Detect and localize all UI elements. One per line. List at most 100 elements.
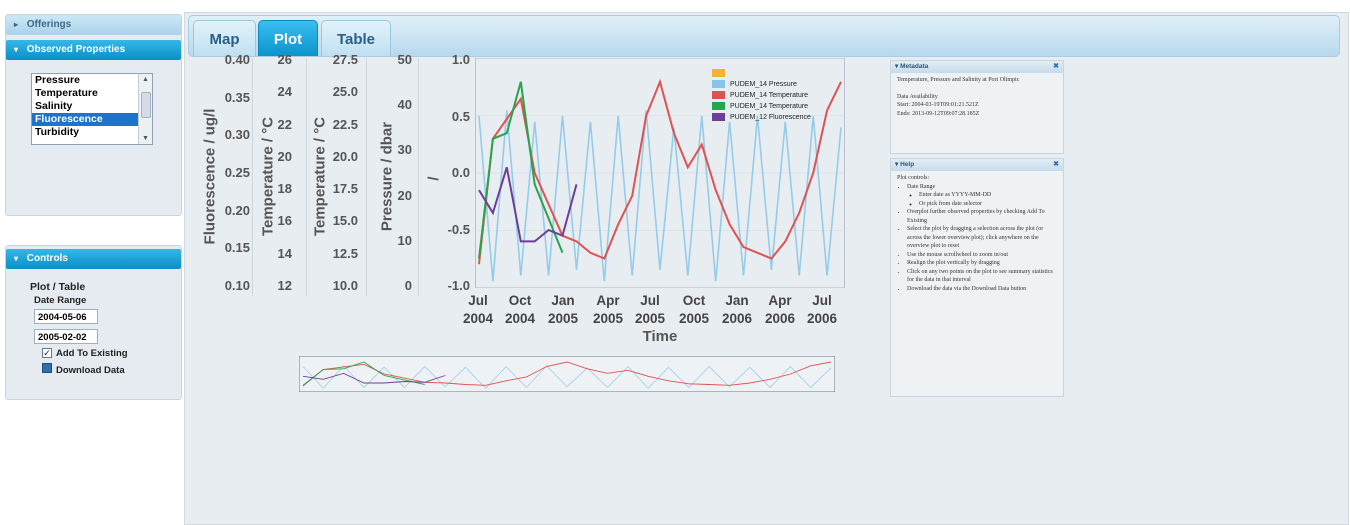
add-to-existing-label: Add To Existing xyxy=(56,348,128,359)
metadata-start: Start: 2004-03-19T09:01:21.521Z xyxy=(897,102,979,108)
offerings-header-label: Offerings xyxy=(26,19,72,30)
overview-series-line xyxy=(302,372,446,384)
observed-properties-list[interactable]: Pressure Temperature Salinity Fluorescence T… xyxy=(31,73,153,145)
x-axis-title: Time xyxy=(642,328,678,345)
add-to-existing-checkbox[interactable]: ✓ xyxy=(42,348,52,358)
legend-item: PUDEM_12 Fluorescence xyxy=(712,112,842,123)
help-subitem: Enter date as YYYY-MM-DD xyxy=(919,191,1057,200)
axis-tick-label: 30 xyxy=(397,142,412,158)
metadata-panel: ▾ Metadata ✖ Temperature, Pressure and S… xyxy=(890,60,1064,154)
series-line-pudem-14-pressure xyxy=(478,110,842,282)
axis-tick-label: 22 xyxy=(277,116,292,132)
x-tick-year: 2005 xyxy=(634,311,666,326)
legend-item xyxy=(712,68,842,79)
help-body: Plot controls: Date RangeEnter date as Y… xyxy=(891,171,1063,296)
list-item[interactable]: Pressure xyxy=(35,74,80,86)
x-tick-month: Oct xyxy=(682,293,706,308)
help-subitem: Or pick from date selector xyxy=(919,200,1057,209)
metadata-body: Temperature, Pressure and Salinity at Po… xyxy=(891,73,1063,121)
x-tick-month: Jul xyxy=(812,293,832,308)
scroll-down-icon[interactable]: ▼ xyxy=(142,135,149,142)
x-tick-year: 2005 xyxy=(592,311,624,326)
help-item: Download the data via the Download Data … xyxy=(907,285,1057,294)
axis-tick-label: 20 xyxy=(397,187,412,203)
x-tick-month: Oct xyxy=(508,293,532,308)
help-item: Realign the plot vertically by dragging xyxy=(907,259,1057,268)
legend-item: PUDEM_14 Temperature xyxy=(712,90,842,101)
list-item[interactable]: Fluorescence xyxy=(32,113,152,126)
axis-tick-label: 0.10 xyxy=(224,278,250,293)
axis-tick-label: 20.0 xyxy=(332,148,358,164)
close-icon[interactable]: ✖ xyxy=(1053,63,1059,70)
controls-header-label: Controls xyxy=(26,253,68,264)
end-date-input[interactable]: 2005-02-02 xyxy=(34,329,98,344)
download-data-label[interactable]: Download Data xyxy=(56,365,125,376)
collapse-arrow-icon: ▾ xyxy=(895,161,901,168)
list-item[interactable]: Temperature xyxy=(35,87,98,99)
axis-tick-label: 20 xyxy=(277,148,292,164)
help-item: Click on any two points on the plot to s… xyxy=(907,268,1057,285)
list-scrollbar[interactable]: ▲ ▼ xyxy=(138,74,152,144)
axis-tick-label: 50 xyxy=(397,52,412,67)
axis-tick-label: 12 xyxy=(277,278,292,293)
collapse-arrow-icon: ▾ xyxy=(14,254,19,263)
list-item[interactable]: Turbidity xyxy=(35,126,80,138)
legend-item: PUDEM_14 Pressure xyxy=(712,79,842,90)
help-item: Use the mouse scrollwheel to zoom in/out xyxy=(907,251,1057,260)
tab-plot[interactable]: Plot xyxy=(258,20,318,56)
overview-plot[interactable] xyxy=(299,356,835,392)
axis-tick-label: 26 xyxy=(277,52,292,67)
download-icon[interactable] xyxy=(42,363,52,373)
x-tick-month: Jan xyxy=(725,293,749,308)
observed-properties-header[interactable]: ▾ Observed Properties xyxy=(6,40,181,60)
x-tick-month: Apr xyxy=(768,293,792,308)
metadata-header[interactable]: ▾ Metadata ✖ xyxy=(891,61,1063,73)
scroll-up-icon[interactable]: ▲ xyxy=(142,76,149,83)
legend-label: PUDEM_14 Pressure xyxy=(730,81,797,88)
list-item[interactable]: Salinity xyxy=(35,100,73,112)
help-intro: Plot controls: xyxy=(897,175,930,181)
plot-table-label: Plot / Table xyxy=(30,281,86,293)
legend-item: PUDEM_14 Temperature xyxy=(712,101,842,112)
axis-tick-label: 14 xyxy=(277,245,292,261)
axis-tick-label: 15.0 xyxy=(332,213,358,229)
legend-swatch xyxy=(712,80,725,89)
series-line-pudem-14-temperature xyxy=(478,81,564,259)
help-panel: ▾ Help ✖ Plot controls: Date RangeEnter … xyxy=(890,158,1064,397)
series-line-pudem-12-fluorescence xyxy=(478,167,578,243)
help-item: Overplot further observed properties by … xyxy=(907,208,1057,225)
scroll-thumb[interactable] xyxy=(141,92,151,118)
axis-tick-label: 0.20 xyxy=(224,202,250,218)
axis-tick-label: 1.0 xyxy=(451,52,470,67)
axis-divider xyxy=(252,58,253,296)
axis-tick-label: 25.0 xyxy=(332,84,358,100)
axis-tick-label: 24 xyxy=(277,84,292,100)
metadata-end: Ends: 2013-09-12T09:07:28.185Z xyxy=(897,110,980,117)
x-tick-label: Jul 2004 xyxy=(448,292,508,328)
axis-divider xyxy=(366,58,367,296)
axis-tick-label: 18 xyxy=(277,181,292,197)
axis-tick-label: 27.5 xyxy=(332,52,358,67)
x-tick-label: Jul 2006 xyxy=(792,292,852,328)
tab-table[interactable]: Table xyxy=(321,20,391,56)
x-tick-label: Jul 2005 xyxy=(620,292,680,328)
start-date-input[interactable]: 2004-05-06 xyxy=(34,309,98,324)
legend-swatch xyxy=(712,102,725,111)
help-item: Date RangeEnter date as YYYY-MM-DDOr pic… xyxy=(907,183,1057,209)
metadata-description: Temperature, Pressure and Salinity at Po… xyxy=(897,77,1020,83)
time-series-plot[interactable] xyxy=(475,58,845,288)
close-icon[interactable]: ✖ xyxy=(1053,161,1059,168)
axis-tick-label: 10 xyxy=(397,232,412,248)
controls-header[interactable]: ▾ Controls xyxy=(6,249,181,269)
offerings-header[interactable]: ▸ Offerings xyxy=(6,15,181,35)
overview-series-line xyxy=(302,361,425,386)
x-tick-month: Jul xyxy=(468,293,488,308)
legend-swatch xyxy=(712,69,725,78)
axis-tick-label: 0 xyxy=(404,278,412,293)
help-item: Select the plot by dragging a selection … xyxy=(907,225,1057,251)
x-tick-month: Jan xyxy=(551,293,575,308)
legend-swatch xyxy=(712,91,725,100)
help-header[interactable]: ▾ Help ✖ xyxy=(891,159,1063,171)
tab-map[interactable]: Map xyxy=(193,20,256,56)
axis-tick-label: -0.5 xyxy=(447,221,470,237)
